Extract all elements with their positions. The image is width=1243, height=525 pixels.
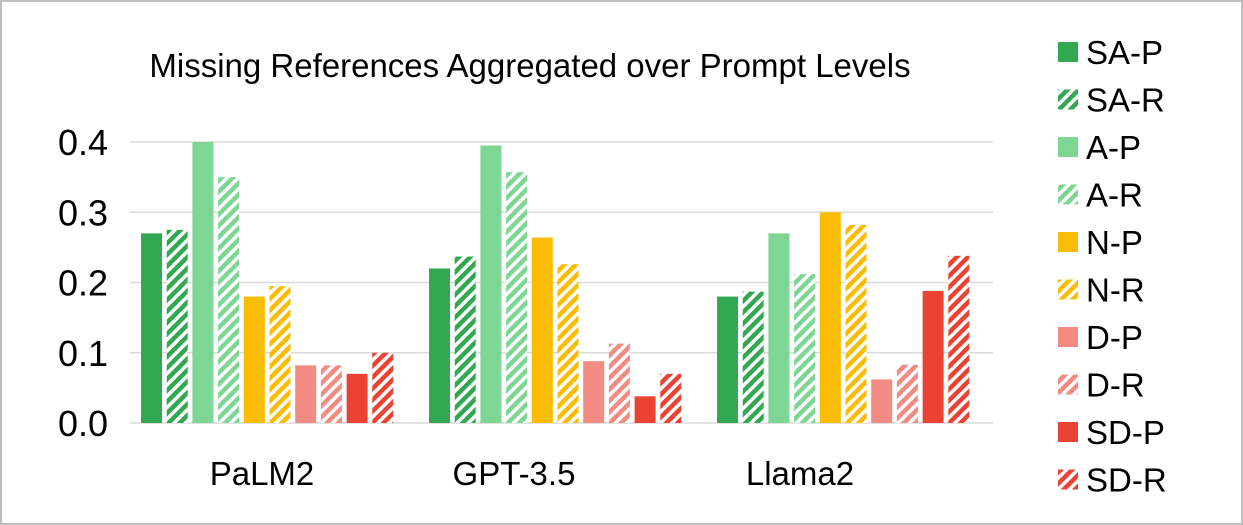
legend-label: A-R (1086, 177, 1143, 214)
bar-A-R-Llama2 (794, 274, 816, 423)
bar-A-P-Llama2 (768, 233, 790, 423)
x-tick-label: Llama2 (746, 455, 854, 492)
bar-SD-R-PaLM2 (372, 352, 394, 423)
bar-A-P-PaLM2 (192, 142, 214, 423)
legend-swatch (1058, 184, 1078, 205)
legend-item: A-R (1058, 177, 1143, 214)
legend-label: A-P (1086, 129, 1141, 166)
bar-D-R-Llama2 (896, 364, 918, 423)
bar-N-P-GPT-3.5 (531, 237, 553, 423)
legend-label: SA-P (1086, 34, 1163, 71)
x-tick-label: GPT-3.5 (453, 455, 576, 492)
legend-swatch (1058, 42, 1078, 62)
legend-label: D-R (1086, 367, 1145, 404)
legend-swatch (1058, 469, 1078, 490)
legend-item: D-P (1058, 319, 1143, 356)
y-tick-label: 0.4 (58, 122, 108, 163)
y-tick-label: 0.0 (58, 403, 108, 444)
bar-SA-R-Llama2 (742, 291, 764, 423)
bar-SA-P-PaLM2 (141, 233, 162, 423)
chart-title: Missing References Aggregated over Promp… (149, 47, 910, 84)
bar-A-P-GPT-3.5 (480, 145, 502, 423)
bar-A-R-GPT-3.5 (506, 172, 528, 423)
bar-D-P-GPT-3.5 (583, 361, 605, 423)
legend-label: SA-R (1086, 82, 1165, 119)
bar-SA-P-GPT-3.5 (429, 268, 450, 423)
y-tick-label: 0.2 (58, 263, 108, 304)
legend-swatch (1058, 327, 1078, 347)
bars (141, 142, 970, 423)
bar-N-P-PaLM2 (243, 296, 265, 423)
legend-swatch (1058, 422, 1078, 442)
legend-swatch (1058, 279, 1078, 300)
bar-D-R-PaLM2 (320, 365, 342, 423)
bar-A-R-PaLM2 (218, 177, 240, 423)
legend-item: D-R (1058, 367, 1145, 404)
x-axis-tick-labels: PaLM2 GPT-3.5 Llama2 (210, 455, 854, 492)
bar-N-R-PaLM2 (269, 286, 291, 423)
legend-swatch (1058, 232, 1078, 252)
x-tick-label: PaLM2 (210, 455, 315, 492)
legend-item: N-R (1058, 272, 1145, 309)
legend-label: N-P (1086, 224, 1143, 261)
bar-N-R-GPT-3.5 (557, 264, 579, 423)
legend-swatch (1058, 137, 1078, 157)
bar-SD-R-GPT-3.5 (660, 373, 682, 423)
legend-label: N-R (1086, 272, 1145, 309)
legend-item: N-P (1058, 224, 1143, 261)
legend-item: SA-P (1058, 34, 1163, 71)
legend-swatch (1058, 89, 1078, 110)
bar-SD-P-GPT-3.5 (634, 396, 656, 423)
legend-label: D-P (1086, 319, 1143, 356)
legend-item: SD-P (1058, 414, 1165, 451)
legend-label: SD-P (1086, 414, 1165, 451)
legend-label: SD-R (1086, 462, 1167, 499)
bar-SA-P-Llama2 (717, 296, 738, 423)
bar-SA-R-PaLM2 (166, 229, 188, 423)
y-tick-label: 0.3 (58, 192, 108, 233)
legend-item: SA-R (1058, 82, 1165, 119)
bar-D-R-GPT-3.5 (608, 343, 630, 423)
bar-D-P-PaLM2 (295, 365, 317, 423)
y-tick-label: 0.1 (58, 333, 108, 374)
y-axis-tick-labels: 0.0 0.1 0.2 0.3 0.4 (58, 122, 108, 444)
bar-SD-P-PaLM2 (346, 373, 368, 423)
legend-item: A-P (1058, 129, 1141, 166)
bar-SD-P-Llama2 (922, 290, 944, 423)
legend-swatch (1058, 374, 1078, 395)
legend-item: SD-R (1058, 462, 1167, 499)
legend: SA-P SA-R A-P A-R N-P N-R D-P D-R SD-P SD-R (1058, 34, 1167, 499)
bar-SA-R-GPT-3.5 (454, 256, 476, 423)
bar-SD-R-Llama2 (948, 255, 970, 423)
bar-D-P-Llama2 (871, 379, 893, 423)
bar-N-R-Llama2 (845, 224, 867, 423)
bar-N-P-Llama2 (819, 212, 841, 423)
